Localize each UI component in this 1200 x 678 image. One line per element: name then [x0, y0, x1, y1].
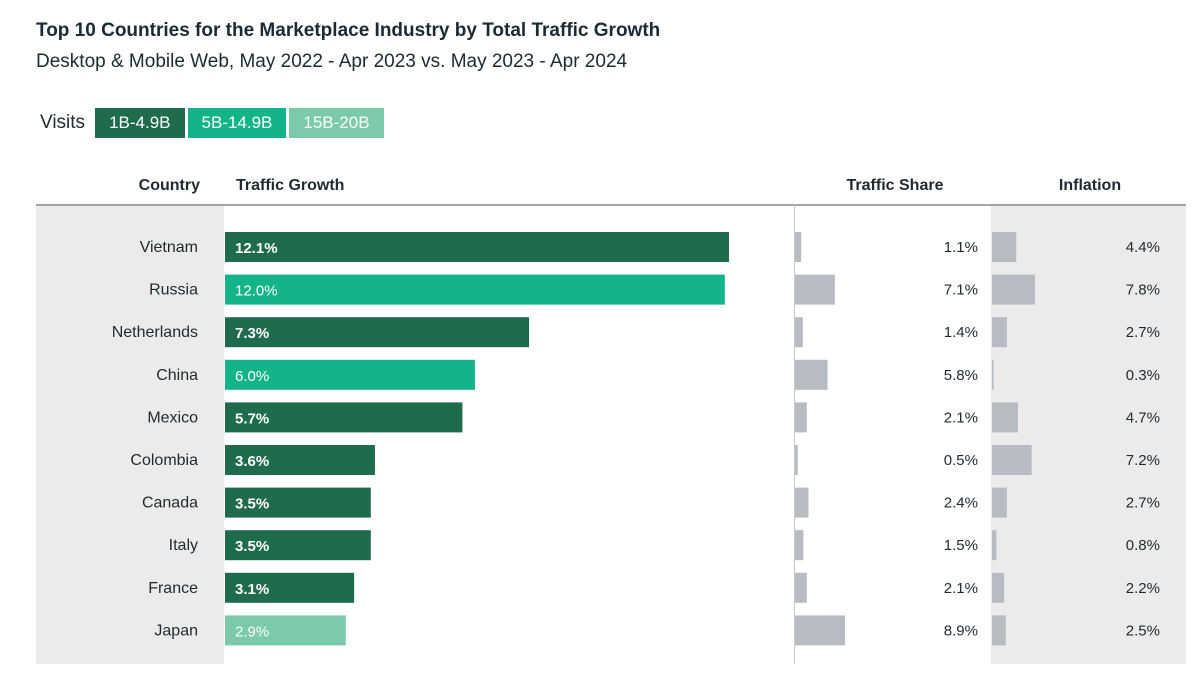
legend-chip-15b-20b: 15B-20B: [289, 108, 384, 138]
inflation-bar-italy: [992, 530, 997, 561]
share-label-italy: 1.5%: [944, 537, 978, 554]
growth-label-china: 6.0%: [235, 368, 269, 385]
growth-label-mexico: 5.7%: [235, 410, 269, 427]
growth-label-canada: 3.5%: [235, 496, 269, 513]
country-label-vietnam: Vietnam: [140, 239, 198, 256]
legend-chip-5b-14-9b: 5B-14.9B: [187, 108, 287, 138]
growth-label-italy: 3.5%: [235, 538, 269, 555]
growth-bar-russia: [225, 274, 725, 305]
share-label-colombia: 0.5%: [944, 452, 978, 469]
country-label-japan: Japan: [154, 622, 198, 639]
inflation-bar-china: [992, 359, 994, 390]
growth-label-japan: 2.9%: [235, 623, 269, 640]
country-label-canada: Canada: [142, 495, 198, 512]
share-label-china: 5.8%: [944, 367, 978, 384]
country-label-russia: Russia: [149, 282, 198, 299]
inflation-bar-russia: [992, 274, 1035, 305]
share-label-canada: 2.4%: [944, 495, 978, 512]
share-bar-canada: [795, 487, 809, 518]
inflation-label-italy: 0.8%: [1126, 537, 1160, 554]
growth-bar-mexico: [225, 402, 463, 433]
share-bar-vietnam: [795, 232, 802, 262]
growth-label-colombia: 3.6%: [235, 453, 269, 470]
share-label-russia: 7.1%: [944, 282, 978, 299]
growth-bar-vietnam: [225, 232, 729, 262]
inflation-label-colombia: 7.2%: [1126, 452, 1160, 469]
legend-chip-1b-4-9b: 1B-4.9B: [95, 108, 185, 138]
growth-bar-colombia: [225, 445, 375, 475]
country-label-china: China: [156, 367, 198, 384]
inflation-label-france: 2.2%: [1126, 580, 1160, 597]
inflation-label-vietnam: 4.4%: [1126, 239, 1160, 256]
inflation-bar-mexico: [992, 402, 1018, 433]
legend-label: Visits: [40, 112, 86, 133]
share-bar-china: [795, 359, 828, 390]
growth-bar-china: [225, 359, 475, 390]
share-bar-japan: [795, 615, 845, 646]
share-bar-france: [795, 572, 807, 603]
share-bar-russia: [795, 274, 835, 305]
inflation-label-china: 0.3%: [1126, 367, 1160, 384]
inflation-bar-netherlands: [992, 317, 1007, 348]
growth-bar-italy: [225, 530, 371, 561]
share-bar-italy: [795, 530, 804, 561]
growth-label-netherlands: 7.3%: [235, 325, 269, 342]
country-label-italy: Italy: [169, 537, 198, 554]
inflation-bar-japan: [992, 615, 1006, 646]
country-label-france: France: [148, 580, 198, 597]
share-bar-mexico: [795, 402, 807, 433]
share-label-mexico: 2.1%: [944, 409, 978, 426]
share-bar-netherlands: [795, 317, 803, 348]
inflation-bar-canada: [992, 487, 1007, 518]
country-label-mexico: Mexico: [147, 409, 198, 426]
inflation-bar-colombia: [992, 445, 1032, 475]
growth-bar-canada: [225, 487, 371, 518]
legend: Visits 1B-4.9B 5B-14.9B 15B-20B: [36, 108, 387, 138]
inflation-bar-france: [992, 572, 1005, 603]
growth-label-russia: 12.0%: [235, 283, 278, 300]
inflation-label-japan: 2.5%: [1126, 622, 1160, 639]
inflation-label-mexico: 4.7%: [1126, 409, 1160, 426]
panel-bg-country: [36, 205, 224, 664]
country-label-netherlands: Netherlands: [112, 324, 198, 341]
share-label-vietnam: 1.1%: [944, 239, 978, 256]
chart-subtitle: Desktop & Mobile Web, May 2022 - Apr 202…: [36, 51, 628, 72]
growth-bar-france: [225, 572, 355, 603]
share-label-france: 2.1%: [944, 580, 978, 597]
inflation-label-russia: 7.8%: [1126, 282, 1160, 299]
header-traffic-growth: Traffic Growth: [236, 177, 344, 194]
header-country: Country: [139, 177, 200, 194]
inflation-label-canada: 2.7%: [1126, 495, 1160, 512]
growth-label-france: 3.1%: [235, 581, 269, 598]
country-label-colombia: Colombia: [130, 452, 198, 469]
header-inflation: Inflation: [1059, 177, 1121, 194]
chart-title: Top 10 Countries for the Marketplace Ind…: [36, 20, 661, 41]
header-traffic-share: Traffic Share: [847, 177, 944, 194]
inflation-label-netherlands: 2.7%: [1126, 324, 1160, 341]
share-label-japan: 8.9%: [944, 622, 978, 639]
share-label-netherlands: 1.4%: [944, 324, 978, 341]
growth-bar-netherlands: [225, 317, 530, 348]
growth-bar-japan: [225, 615, 346, 646]
share-bar-colombia: [795, 445, 798, 475]
inflation-bar-vietnam: [992, 232, 1017, 262]
growth-label-vietnam: 12.1%: [235, 240, 278, 257]
